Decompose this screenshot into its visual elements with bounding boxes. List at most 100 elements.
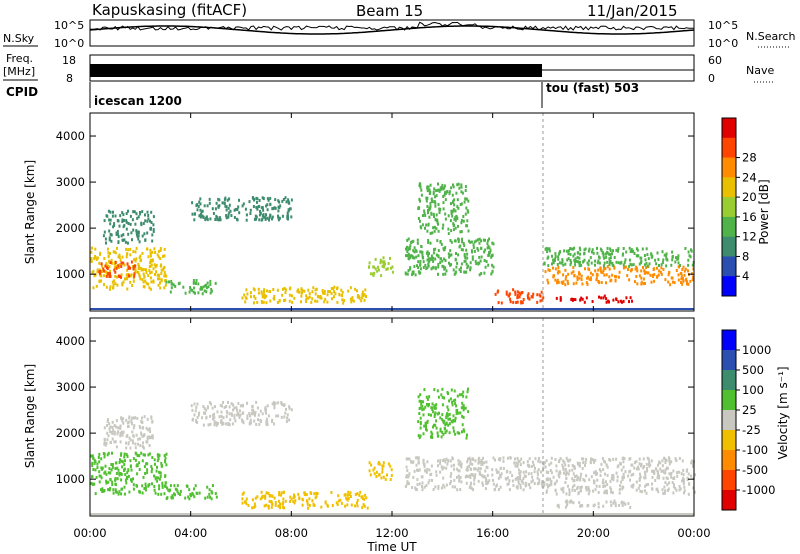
data-cell [451, 210, 454, 214]
data-cell [142, 222, 145, 225]
data-cell [665, 252, 668, 256]
data-cell [519, 486, 522, 490]
data-cell [126, 421, 129, 425]
data-cell [441, 413, 444, 417]
data-cell [421, 253, 424, 257]
data-cell [208, 201, 211, 205]
data-cell [419, 185, 422, 189]
data-cell [470, 481, 472, 485]
data-cell [173, 484, 176, 488]
data-cell [448, 399, 451, 403]
data-cell [536, 470, 539, 474]
data-cell [311, 297, 314, 301]
data-cell [436, 220, 439, 224]
data-cell [569, 263, 572, 267]
data-cell [662, 491, 665, 495]
data-cell [645, 491, 648, 495]
data-cell [134, 458, 137, 462]
data-cell [591, 248, 594, 252]
data-cell [608, 275, 611, 279]
data-cell [202, 405, 205, 408]
data-cell [105, 274, 108, 278]
data-cell [572, 472, 575, 476]
data-cell [266, 197, 269, 201]
data-cell [465, 436, 468, 440]
data-cell [232, 403, 235, 407]
data-cell [264, 217, 267, 221]
data-cell [659, 270, 662, 274]
data-cell [628, 246, 631, 250]
data-cell [430, 413, 432, 417]
data-cell [540, 470, 542, 474]
data-cell [520, 301, 523, 305]
data-cell [254, 296, 257, 300]
data-cell [119, 424, 122, 428]
data-cell [435, 253, 438, 257]
data-cell [198, 214, 201, 218]
data-cell [580, 472, 583, 476]
data-cell [211, 484, 214, 487]
data-cell [134, 269, 137, 273]
data-cell [98, 261, 101, 265]
data-cell [217, 205, 220, 209]
data-cell [603, 266, 605, 270]
data-cell [684, 247, 687, 250]
data-cell [163, 247, 166, 251]
noise-left-tick-top: 10^5 [54, 19, 84, 32]
data-cell [536, 476, 539, 480]
data-cell [669, 283, 672, 287]
data-cell [217, 197, 220, 201]
data-cell [96, 466, 99, 469]
data-cell [449, 397, 452, 401]
data-cell [645, 462, 648, 466]
data-cell [136, 472, 139, 476]
data-cell [93, 482, 96, 486]
data-cell [450, 419, 453, 423]
data-cell [420, 245, 423, 248]
data-cell [96, 256, 99, 260]
data-cell [600, 296, 603, 300]
data-cell [148, 436, 151, 440]
data-cell [595, 278, 598, 282]
data-cell [315, 491, 318, 495]
data-cell [413, 246, 416, 250]
data-cell [233, 406, 236, 410]
data-cell [454, 485, 457, 489]
data-cell [247, 504, 250, 508]
data-cell [108, 287, 111, 291]
data-cell [131, 416, 134, 420]
data-cell [453, 272, 456, 276]
data-cell [301, 290, 304, 294]
data-cell [532, 292, 535, 296]
data-cell [269, 299, 272, 303]
data-cell [634, 267, 637, 271]
data-cell [192, 417, 194, 421]
data-cell [613, 256, 616, 259]
data-cell [609, 253, 612, 257]
data-cell [661, 488, 664, 492]
data-cell [552, 258, 555, 262]
data-cell [462, 219, 465, 223]
data-cell [457, 411, 460, 415]
data-cell [430, 267, 433, 271]
data-cell [120, 261, 123, 265]
data-cell [460, 393, 463, 397]
data-cell [429, 201, 432, 205]
data-cell [672, 476, 675, 480]
data-cell [548, 484, 551, 488]
data-cell [298, 290, 301, 294]
data-cell [218, 198, 221, 202]
data-cell [683, 273, 686, 277]
data-cell [677, 261, 680, 265]
data-cell [300, 294, 303, 298]
data-cell [245, 497, 248, 501]
data-cell [141, 416, 143, 420]
data-cell [244, 296, 247, 300]
data-cell [269, 203, 272, 207]
data-cell [274, 206, 277, 210]
data-cell [639, 256, 642, 260]
data-cell [675, 269, 678, 272]
data-cell [480, 463, 483, 466]
data-cell [328, 290, 331, 294]
